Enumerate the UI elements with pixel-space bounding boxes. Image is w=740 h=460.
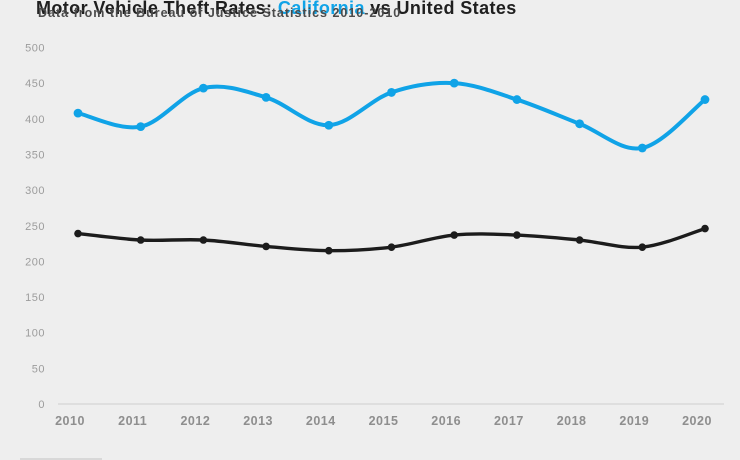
x-axis-tick-label: 2019 bbox=[619, 414, 649, 428]
data-point-united-states bbox=[74, 229, 82, 238]
y-axis-tick-label: 500 bbox=[25, 43, 45, 55]
data-point-california bbox=[387, 88, 396, 97]
y-axis-tick-label: 150 bbox=[25, 292, 45, 304]
data-point-california bbox=[575, 119, 584, 129]
data-point-california bbox=[324, 120, 334, 130]
x-axis-tick-label: 2016 bbox=[431, 414, 461, 428]
y-axis-tick-label: 250 bbox=[25, 221, 45, 233]
data-point-california bbox=[261, 93, 271, 102]
title-highlight: California bbox=[277, 0, 365, 19]
x-axis-tick-label: 2017 bbox=[494, 414, 524, 428]
x-axis-tick-label: 2013 bbox=[243, 414, 273, 428]
y-axis-tick-label: 400 bbox=[25, 114, 45, 126]
data-point-united-states bbox=[701, 224, 709, 233]
y-axis-tick-label: 350 bbox=[25, 149, 45, 161]
data-point-california bbox=[73, 108, 83, 118]
data-point-california bbox=[199, 83, 208, 93]
y-axis-tick-label: 200 bbox=[25, 256, 45, 268]
y-axis-tick-label: 100 bbox=[25, 328, 45, 340]
data-point-united-states bbox=[136, 236, 145, 244]
data-point-united-states bbox=[199, 236, 208, 244]
chart-title: Motor Vehicle Theft Rates: California vs… bbox=[36, 0, 517, 17]
chart-subtitle: Data from the Bureau of Justice Statisti… bbox=[38, 6, 402, 20]
y-axis-tick-label: 450 bbox=[25, 78, 45, 90]
title-suffix: vs United States bbox=[364, 0, 517, 19]
data-point-california bbox=[512, 95, 522, 104]
x-axis-tick-label: 2014 bbox=[306, 414, 336, 428]
title-prefix: Motor Vehicle Theft Rates: bbox=[36, 0, 278, 19]
x-axis-tick-label: 2015 bbox=[369, 414, 399, 428]
y-axis-tick-label: 50 bbox=[32, 363, 45, 375]
x-axis-tick-label: 2010 bbox=[55, 414, 85, 428]
x-axis-tick-label: 2012 bbox=[180, 414, 210, 428]
y-axis-tick-label: 300 bbox=[25, 185, 45, 197]
data-point-united-states bbox=[513, 231, 521, 239]
data-point-california bbox=[637, 143, 647, 153]
x-axis-tick-label: 2018 bbox=[557, 414, 587, 428]
x-axis-tick-label: 2011 bbox=[118, 414, 147, 428]
data-point-united-states bbox=[450, 231, 459, 239]
data-point-united-states bbox=[638, 243, 647, 251]
data-point-united-states bbox=[575, 236, 584, 244]
data-point-united-states bbox=[387, 243, 396, 251]
data-point-united-states bbox=[325, 246, 333, 255]
x-axis-tick-label: 2020 bbox=[682, 414, 712, 428]
y-axis-tick-label: 0 bbox=[38, 399, 45, 411]
data-point-california bbox=[136, 122, 146, 132]
data-point-united-states bbox=[262, 242, 270, 251]
data-point-california bbox=[449, 78, 459, 88]
clipped-content-sliver bbox=[20, 458, 102, 460]
data-point-california bbox=[700, 95, 710, 104]
